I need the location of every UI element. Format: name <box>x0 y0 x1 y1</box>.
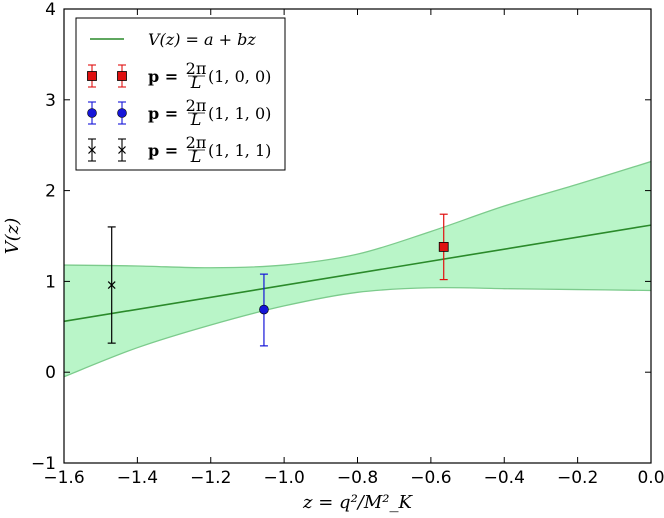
legend-marker-2-1 <box>118 138 126 162</box>
legend-series-den-2: L <box>190 147 202 166</box>
legend-symbol-2-0 <box>88 146 96 154</box>
legend-marker-1-0 <box>87 101 97 125</box>
legend-series-num-2: 2π <box>186 133 207 152</box>
legend-box <box>75 17 286 171</box>
x-tick-label-6: −0.4 <box>484 468 525 488</box>
legend-series-num-0: 2π <box>186 59 207 78</box>
error-band-upper-edge <box>64 160 651 269</box>
legend-symbol-0-1 <box>117 71 127 81</box>
legend-symbol-2-1-stroke-b <box>118 146 126 154</box>
data-point-group-1 <box>259 273 269 347</box>
legend-marker-1-1 <box>117 101 127 125</box>
legend-series-tail-2: (1, 1, 1) <box>208 141 271 160</box>
y-tick-label-3: 2 <box>45 182 56 202</box>
legend-marker-2-0 <box>88 138 96 162</box>
error-band-lower-edge <box>64 286 651 378</box>
legend-fit-label: V(z) = a + bz <box>148 30 256 49</box>
y-tick-label-5: 4 <box>45 0 56 20</box>
x-tick-label-1: −1.4 <box>117 468 158 488</box>
legend-symbol-1-0 <box>87 108 97 118</box>
legend-marker-0-0 <box>87 64 97 88</box>
y-tick-label-0: −1 <box>31 454 56 474</box>
legend-series-tail-1: (1, 1, 0) <box>208 104 271 123</box>
data-point-0 <box>438 241 449 252</box>
legend: V(z) = a + bzp = 2πL (1, 0, 0)p = 2πL (1, … <box>75 17 286 171</box>
legend-series-main-1: p = <box>148 104 178 123</box>
legend-series-den-1: L <box>190 110 202 129</box>
x-tick-label-3: −1.0 <box>263 468 304 488</box>
data-point-2-stroke-b <box>107 281 116 289</box>
legend-marker-0-1 <box>117 64 127 88</box>
data-point-group-0 <box>438 213 449 281</box>
error-band-fill <box>64 161 651 377</box>
legend-symbol-2-0-stroke-b <box>88 146 96 154</box>
legend-series-num-1: 2π <box>186 96 207 115</box>
x-tick-label-2: −1.2 <box>190 468 231 488</box>
legend-series-main-0: p = <box>148 67 178 86</box>
x-tick-label-0: −1.6 <box>43 468 84 488</box>
fit-line <box>64 224 651 323</box>
legend-symbol-2-1 <box>118 146 126 154</box>
x-axis-label: z = q²/M²_K <box>302 492 413 513</box>
data-point-2 <box>107 281 116 289</box>
legend-series-tail-0: (1, 0, 0) <box>208 67 271 86</box>
y-tick-label-4: 3 <box>45 91 56 111</box>
x-tick-label-7: −0.2 <box>557 468 598 488</box>
plot-layer <box>64 160 651 378</box>
y-axis-label: V(z) <box>2 218 23 255</box>
legend-symbol-1-1 <box>117 108 127 118</box>
data-point-1 <box>259 304 269 315</box>
tick-layer: −1.6 −1.4 −1.2 −1.0 −0.8 −0.6 −0.4 −0.2 0.0 −1 0 1 2… <box>31 0 664 488</box>
x-tick-label-4: −0.8 <box>337 468 378 488</box>
legend-series-main-2: p = <box>148 141 178 160</box>
y-tick-label-1: 0 <box>45 363 56 383</box>
y-tick-label-2: 1 <box>45 272 56 292</box>
x-tick-label-8: 0.0 <box>637 468 664 488</box>
data-point-group-2 <box>107 226 116 344</box>
x-tick-label-5: −0.6 <box>410 468 451 488</box>
legend-symbol-0-0 <box>87 71 97 81</box>
legend-series-den-0: L <box>190 73 202 92</box>
